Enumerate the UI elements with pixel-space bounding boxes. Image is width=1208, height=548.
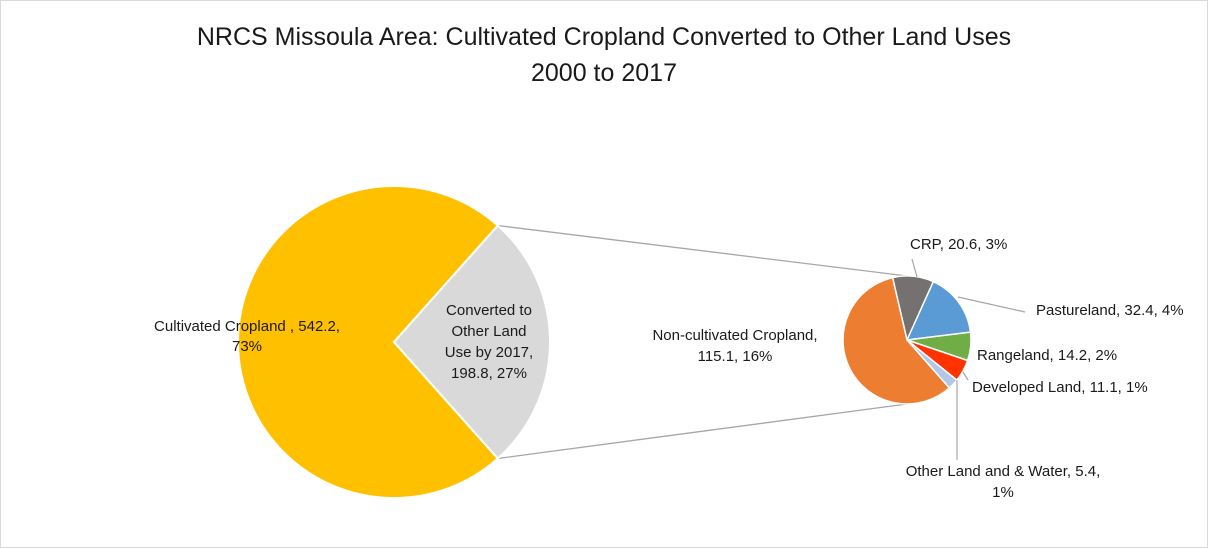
data-label-developed-land: Developed Land, 11.1, 1% bbox=[972, 379, 1148, 396]
data-label-crp: CRP, 20.6, 3% bbox=[910, 236, 1007, 253]
data-label-non-cultivated-cropland: Non-cultivated Cropland, 115.1, 16% bbox=[652, 327, 817, 365]
chart-title-line-2: 2000 to 2017 bbox=[531, 59, 677, 87]
connector-line-bottom bbox=[497, 403, 908, 460]
data-label-cultivated-cropland: Cultivated Cropland , 542.2, 73% bbox=[154, 318, 340, 355]
chart-title-line-1: NRCS Missoula Area: Cultivated Cropland … bbox=[196, 23, 1012, 51]
slice-converted-to-other-land-use bbox=[392, 224, 551, 460]
data-label-converted-to-other-land-use: Converted to Other Land Use by 2017, 198.8,… bbox=[445, 302, 533, 382]
data-label-other-land-and-water: Other Land and & Water, 5.4, 1% bbox=[906, 463, 1101, 501]
leader-line bbox=[911, 258, 918, 278]
connector-line-top bbox=[497, 224, 908, 277]
slice-non-cultivated-cropland bbox=[842, 276, 951, 405]
data-label-rangeland: Rangeland, 14.2, 2% bbox=[977, 347, 1117, 364]
slice-pastureland bbox=[905, 280, 972, 341]
slice-cultivated-cropland bbox=[237, 185, 500, 499]
leader-line bbox=[957, 296, 1026, 313]
data-label-pastureland: Pastureland, 32.4, 4% bbox=[1036, 302, 1184, 319]
leader-line bbox=[962, 371, 969, 381]
